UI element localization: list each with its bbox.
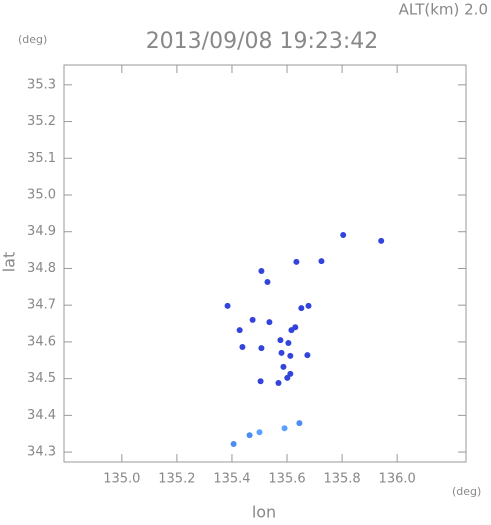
y-tick-label: 34.4	[27, 408, 56, 423]
y-tick-label: 34.8	[27, 261, 56, 276]
echo-point	[266, 319, 273, 326]
echo-point	[318, 258, 325, 265]
echo-point	[304, 352, 311, 359]
echo-point	[305, 302, 312, 309]
echo-point	[280, 363, 287, 370]
y-tick-label: 34.5	[27, 371, 56, 386]
y-axis-label: lat	[0, 252, 19, 273]
echo-point	[258, 268, 265, 275]
echo-point	[298, 305, 305, 312]
plot-frame	[63, 64, 467, 463]
x-tick-label: 136.0	[379, 472, 416, 487]
y-unit: (deg)	[18, 33, 47, 46]
echo-point	[236, 327, 243, 334]
y-tick-label: 34.9	[27, 224, 56, 239]
echo-point	[257, 378, 264, 385]
x-tick-label: 135.6	[268, 472, 305, 487]
echo-point	[281, 425, 288, 432]
echo-point	[292, 324, 299, 331]
echo-point	[285, 340, 292, 347]
x-tick-label: 135.2	[158, 472, 195, 487]
y-tick-label: 34.6	[27, 334, 56, 349]
y-tick-label: 35.0	[27, 188, 56, 203]
echo-point	[278, 349, 285, 356]
y-tick-label: 34.3	[27, 445, 56, 460]
chart-title: 2013/09/08 19:23:42	[146, 29, 379, 54]
x-tick-label: 135.8	[323, 472, 360, 487]
echo-point	[256, 429, 263, 436]
echo-point	[378, 237, 385, 244]
x-tick-label: 135.4	[213, 472, 250, 487]
y-tick-label: 35.1	[27, 151, 56, 166]
echo-point	[230, 441, 237, 448]
subtitle: ALT(km) 2.0	[399, 1, 488, 19]
y-tick-label: 35.2	[27, 114, 56, 129]
y-tick-label: 34.7	[27, 298, 56, 313]
x-axis-label: lon	[252, 503, 276, 522]
echo-point	[258, 345, 265, 352]
echo-point	[340, 232, 347, 239]
echo-point	[277, 337, 284, 344]
echo-point	[224, 302, 231, 309]
x-unit: (deg)	[452, 485, 481, 498]
y-tick-label: 35.3	[27, 77, 56, 92]
echo-point	[287, 352, 294, 359]
echo-point	[296, 420, 303, 427]
echo-point	[264, 279, 271, 286]
echo-point	[275, 380, 282, 387]
echo-point	[246, 432, 253, 439]
echo-point	[293, 258, 300, 265]
echo-point	[249, 316, 256, 323]
echo-point	[239, 344, 246, 351]
echo-point	[284, 374, 291, 381]
x-tick-label: 135.0	[103, 472, 140, 487]
